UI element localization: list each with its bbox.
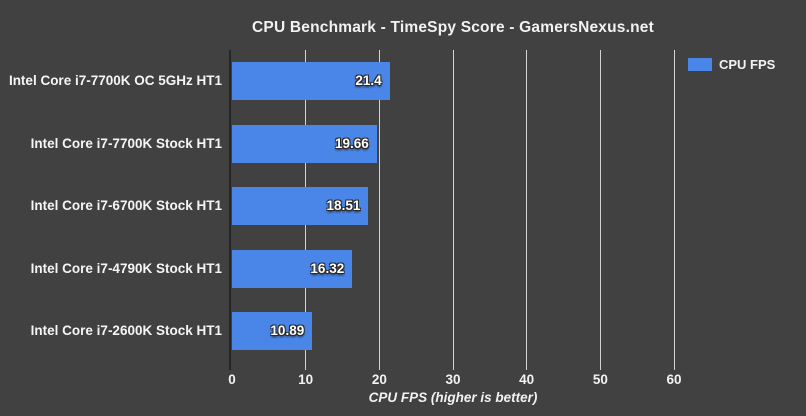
legend-label: CPU FPS [719,57,776,72]
bar: 19.66 [232,124,377,163]
tick-mark-50 [599,363,601,370]
bar-row: Intel Core i7-4790K Stock HT1 16.32 [31,238,674,301]
category-label: Intel Core i7-2600K Stock HT1 [30,323,222,339]
category-label: Intel Core i7-6700K Stock HT1 [30,198,222,214]
x-tick-label-30: 30 [445,372,461,387]
y-axis-line [229,50,231,370]
bar-value-label: 10.89 [270,323,305,339]
gridline-40 [526,50,528,363]
bar-value-label: 16.32 [310,260,345,276]
tick-mark-60 [673,363,675,370]
gridline-50 [599,50,601,363]
bar-value-label: 18.51 [326,198,361,214]
category-label: Intel Core i7-7700K OC 5GHz HT1 [8,73,222,88]
bar-value-label: 19.66 [335,135,369,151]
category-label: Intel Core i7-7700K Stock HT1 [30,135,222,151]
bar: 16.32 [232,249,353,288]
bar-row: Intel Core i7-6700K Stock HT1 18.51 [31,175,674,238]
bar: 18.51 [232,187,369,226]
category-label: Intel Core i7-4790K Stock HT1 [30,260,222,276]
gridline-60 [673,50,675,363]
bar: 10.89 [232,312,313,351]
bar-row: Intel Core i7-7700K Stock HT1 19.66 [31,113,674,176]
legend: CPU FPS [688,57,775,72]
x-tick-label-10: 10 [298,372,314,387]
gridline-20 [378,50,380,363]
x-tick-label-60: 60 [666,372,682,387]
x-tick-label-40: 40 [519,372,535,387]
plot-area: Intel Core i7-7700K OC 5GHz HT1 21.4 Intel… [9,50,682,405]
legend-swatch-icon [688,58,712,71]
x-tick-label-20: 20 [371,372,387,387]
tick-mark-20 [378,363,380,370]
x-axis-label: CPU FPS (higher is better) [368,390,538,405]
bar-row: Intel Core i7-7700K OC 5GHz HT1 21.4 [9,50,674,113]
bar: 21.4 [232,62,390,100]
tick-mark-10 [305,363,307,370]
x-tick-label-50: 50 [592,372,608,387]
chart-title: CPU Benchmark - TimeSpy Score - GamersNe… [252,19,654,36]
bar-value-label: 21.4 [355,73,382,88]
tick-mark-30 [452,363,454,370]
gridline-30 [452,50,454,363]
x-tick-label-0: 0 [228,372,236,387]
bar-row: Intel Core i7-2600K Stock HT1 10.89 [31,300,674,363]
tick-mark-40 [526,363,528,370]
